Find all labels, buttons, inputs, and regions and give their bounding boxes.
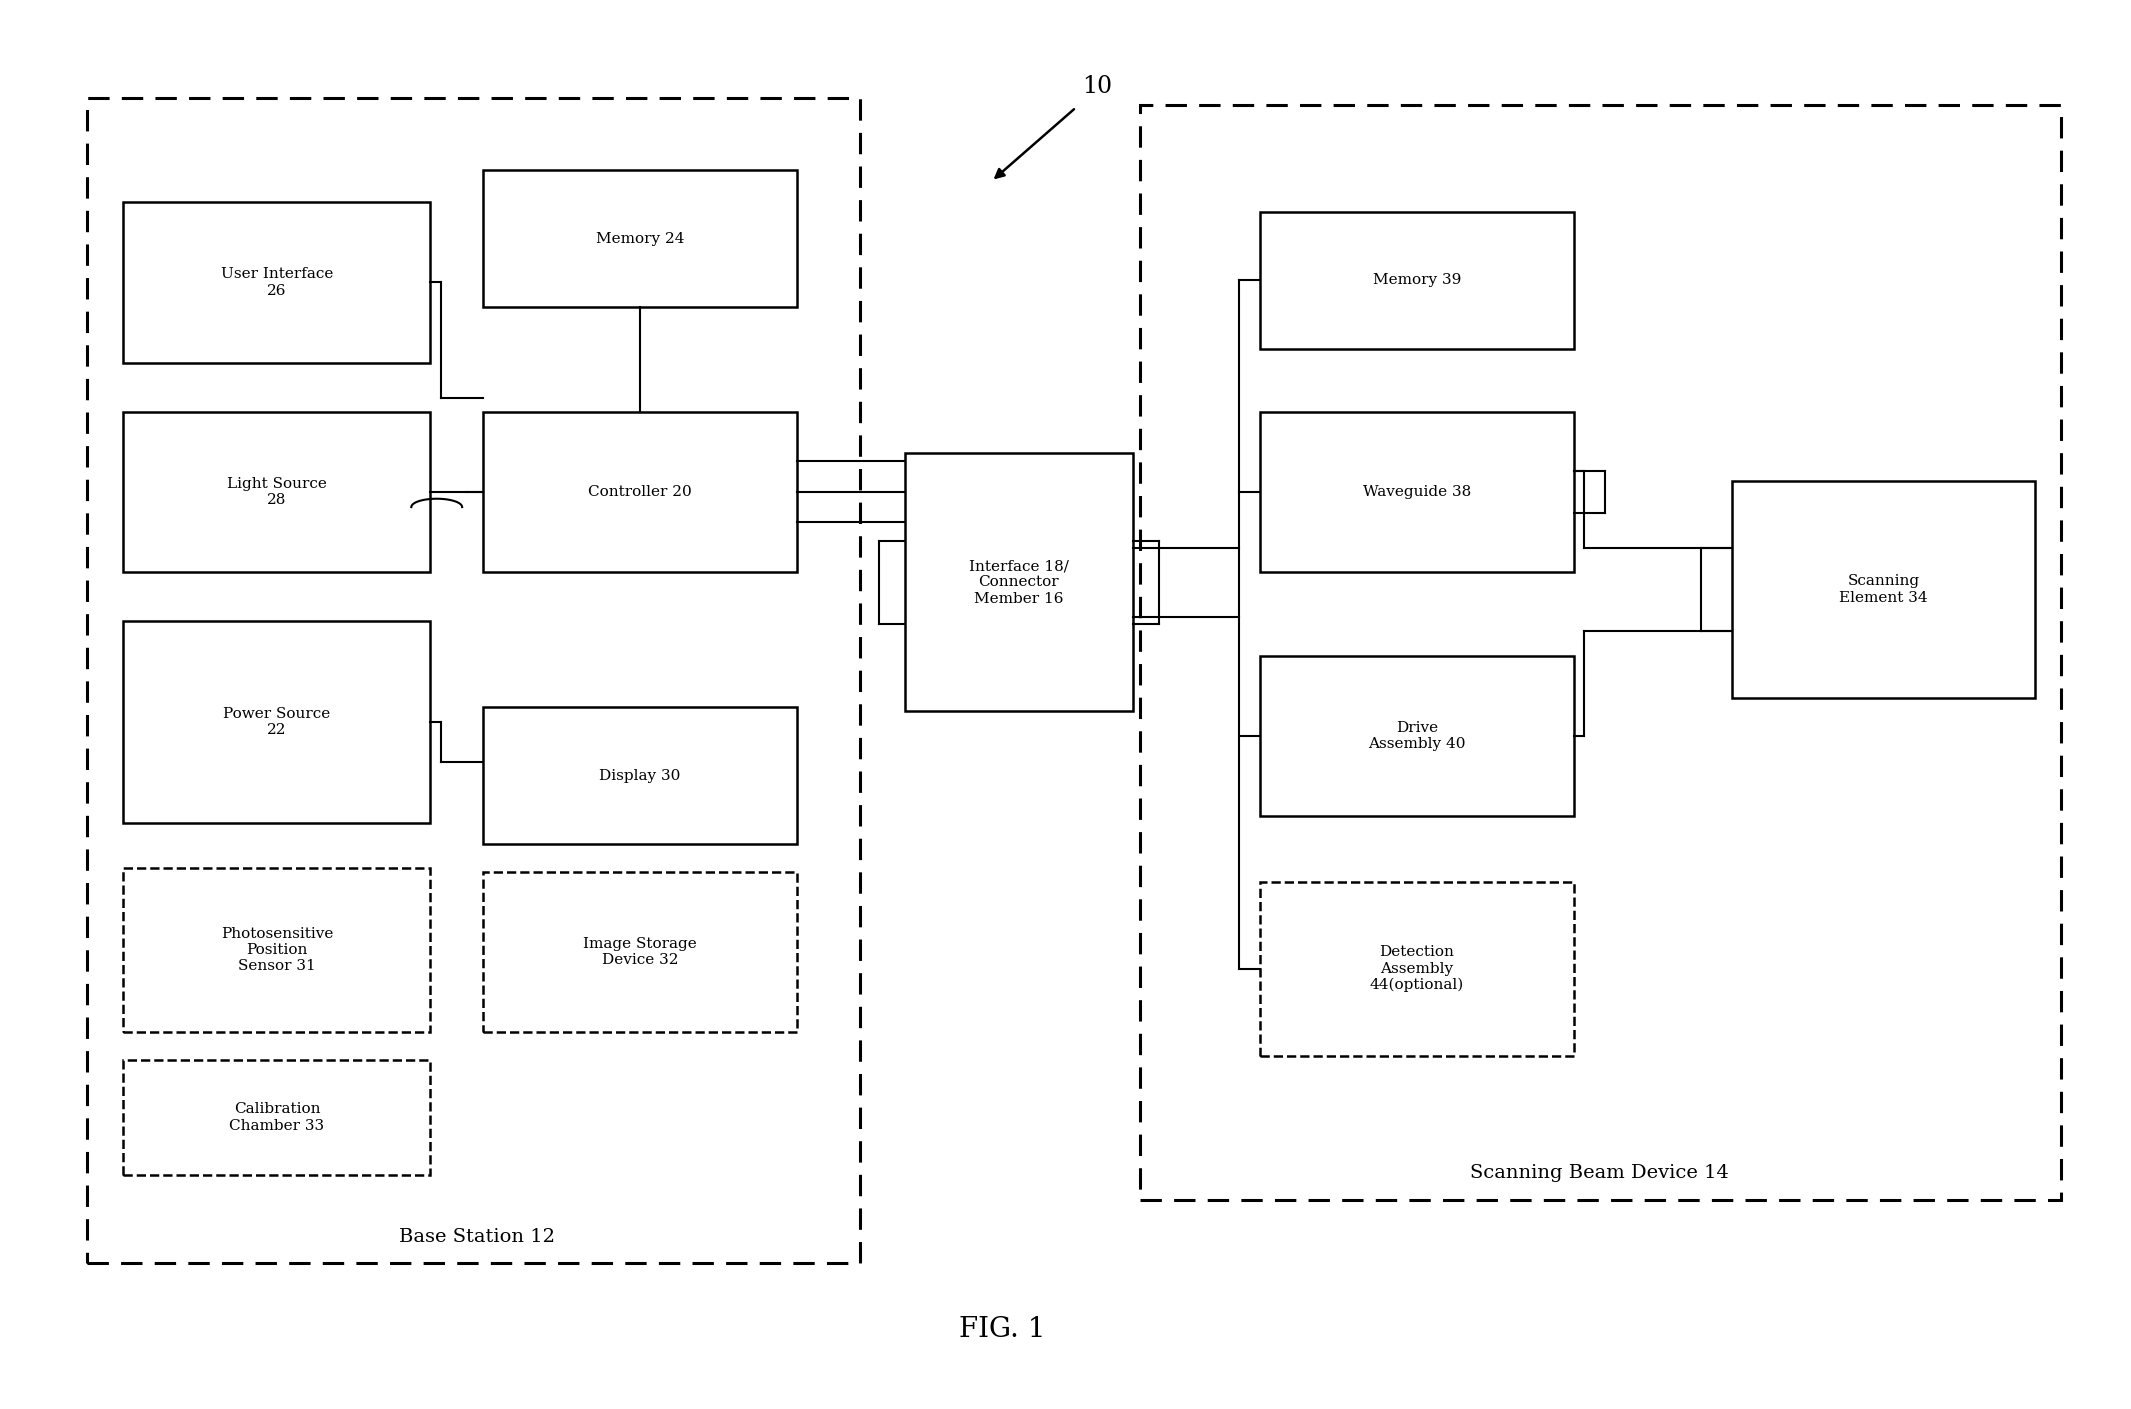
Text: Display 30: Display 30 [599,769,680,782]
Text: Image Storage
Device 32: Image Storage Device 32 [584,937,697,967]
Text: Controller 20: Controller 20 [588,485,693,499]
Text: Memory 39: Memory 39 [1372,273,1462,287]
Text: Scanning Beam Device 14: Scanning Beam Device 14 [1470,1164,1728,1182]
Text: Waveguide 38: Waveguide 38 [1364,485,1470,499]
Bar [484,707,797,844]
Text: Photosensitive
Position
Sensor 31: Photosensitive Position Sensor 31 [222,927,332,974]
Bar [484,411,797,572]
Text: 10: 10 [1083,75,1112,97]
Text: Light Source
28: Light Source 28 [226,476,326,507]
Bar [1259,411,1573,572]
Text: User Interface
26: User Interface 26 [222,268,332,297]
Bar [124,411,430,572]
Bar [124,1060,430,1175]
Bar [1259,882,1573,1057]
Bar [1259,655,1573,816]
Text: Base Station 12: Base Station 12 [398,1227,554,1246]
Bar [484,170,797,307]
Text: Memory 24: Memory 24 [597,231,684,245]
Bar [124,203,430,362]
Text: Interface 18/
Connector
Member 16: Interface 18/ Connector Member 16 [970,559,1070,606]
Bar [1259,211,1573,349]
Text: Drive
Assembly 40: Drive Assembly 40 [1368,721,1466,751]
Bar [124,868,430,1033]
Bar [1733,482,2035,697]
Text: FIG. 1: FIG. 1 [959,1316,1044,1343]
Text: Scanning
Element 34: Scanning Element 34 [1839,575,1929,604]
Bar [484,872,797,1033]
Bar [87,97,861,1262]
Text: Calibration
Chamber 33: Calibration Chamber 33 [230,1102,324,1133]
Text: Detection
Assembly
44(optional): Detection Assembly 44(optional) [1370,945,1464,992]
Bar [124,621,430,823]
Text: Power Source
22: Power Source 22 [224,707,330,737]
Bar [904,454,1134,712]
Bar [1140,104,2061,1200]
